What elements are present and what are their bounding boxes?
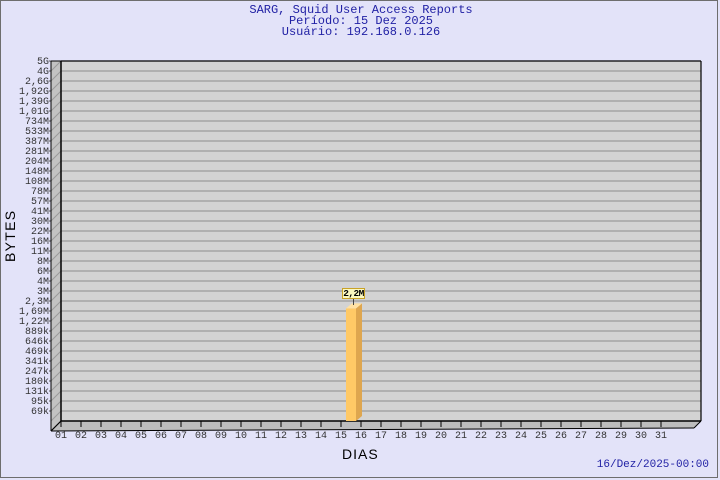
svg-text:30: 30 xyxy=(635,431,647,442)
svg-text:02: 02 xyxy=(75,431,87,442)
svg-text:06: 06 xyxy=(155,431,167,442)
svg-text:20: 20 xyxy=(435,431,447,442)
svg-text:14: 14 xyxy=(315,431,327,442)
svg-text:22: 22 xyxy=(475,431,487,442)
svg-text:05: 05 xyxy=(135,431,147,442)
svg-text:29: 29 xyxy=(615,431,627,442)
svg-text:09: 09 xyxy=(215,431,227,442)
svg-text:13: 13 xyxy=(295,431,307,442)
svg-text:27: 27 xyxy=(575,431,587,442)
svg-text:17: 17 xyxy=(375,431,387,442)
svg-text:08: 08 xyxy=(195,431,207,442)
svg-text:25: 25 xyxy=(535,431,547,442)
svg-text:11: 11 xyxy=(255,431,267,442)
svg-text:23: 23 xyxy=(495,431,507,442)
svg-text:21: 21 xyxy=(455,431,467,442)
svg-text:07: 07 xyxy=(175,431,187,442)
svg-text:19: 19 xyxy=(415,431,427,442)
svg-text:01: 01 xyxy=(55,431,67,442)
svg-text:26: 26 xyxy=(555,431,567,442)
svg-text:69k: 69k xyxy=(31,406,49,418)
svg-text:24: 24 xyxy=(515,431,527,442)
svg-text:10: 10 xyxy=(235,431,247,442)
svg-text:03: 03 xyxy=(95,431,107,442)
svg-text:18: 18 xyxy=(395,431,407,442)
svg-text:12: 12 xyxy=(275,431,287,442)
svg-text:15: 15 xyxy=(335,431,347,442)
svg-text:16: 16 xyxy=(355,431,367,442)
svg-text:04: 04 xyxy=(115,431,127,442)
svg-text:31: 31 xyxy=(655,431,667,442)
svg-text:28: 28 xyxy=(595,431,607,442)
